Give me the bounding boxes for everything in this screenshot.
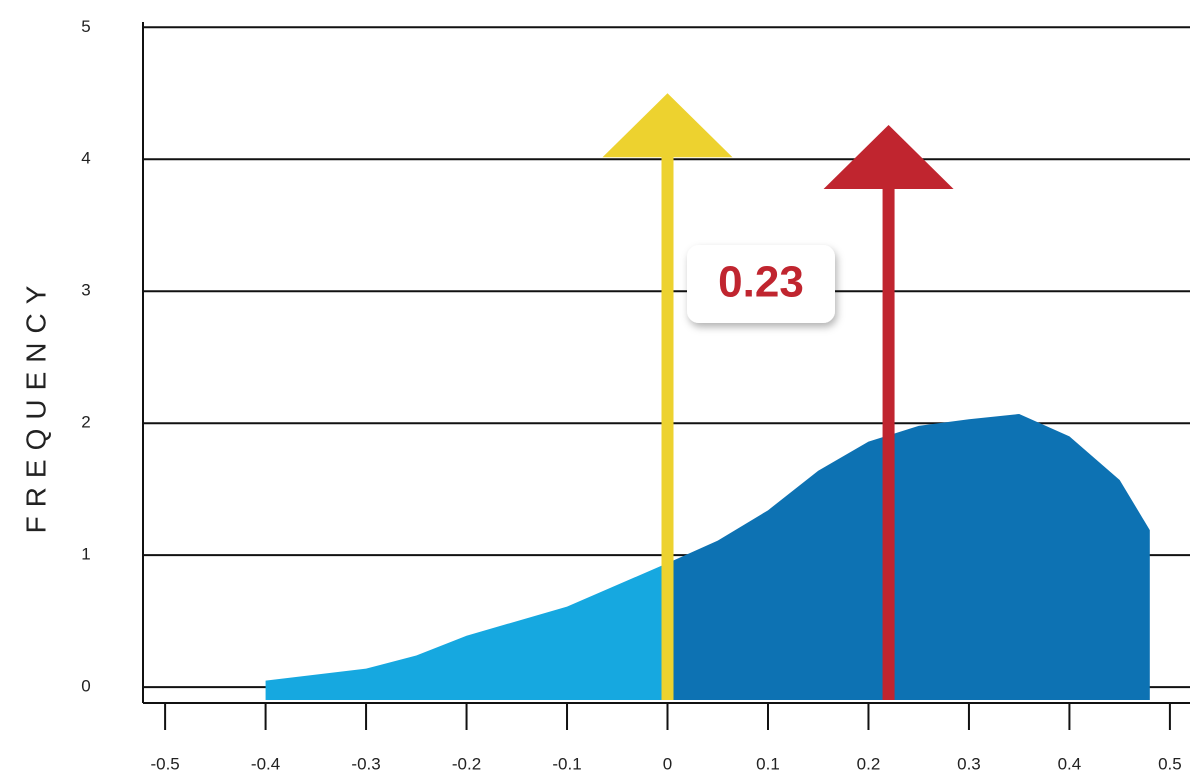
area (265, 563, 668, 700)
x-tick-label: 0.2 (857, 754, 881, 773)
x-tick-label: 0 (663, 754, 672, 773)
x-tick-label: 0.5 (1158, 754, 1182, 773)
y-tick-label: 2 (81, 413, 90, 432)
x-tick-label: -0.3 (351, 754, 380, 773)
arrow-shaft (661, 156, 674, 700)
y-tick-label: 3 (81, 281, 90, 300)
x-tick-label: 0.4 (1058, 754, 1082, 773)
x-tick-label: 0.3 (957, 754, 981, 773)
y-tick-label: 1 (81, 545, 90, 564)
x-tick-label: -0.5 (150, 754, 179, 773)
arrows (602, 93, 954, 700)
y-axis-label: FREQUENCY (20, 277, 51, 534)
axes: 0 1 2 3 4 5 -0.5 -0.4 -0.3 -0.2 -0.1 0 0.1 0.2 0.3 0.4 0… (81, 17, 1190, 773)
y-tick-label: 5 (81, 17, 90, 36)
x-tick-label: -0.2 (452, 754, 481, 773)
arrow-shaft (882, 187, 895, 700)
arrow-head (602, 93, 733, 158)
x-tick-label: -0.1 (552, 754, 581, 773)
callout-text: 0.23 (718, 258, 804, 307)
area (667, 413, 1150, 700)
x-tick-label: 0.1 (756, 754, 780, 773)
x-tick-label: -0.4 (251, 754, 280, 773)
y-tick-label: 4 (81, 149, 90, 168)
y-tick-label: 0 (81, 677, 90, 696)
arrow-head (823, 124, 954, 189)
areas (265, 413, 1150, 700)
callout-box (687, 245, 835, 323)
